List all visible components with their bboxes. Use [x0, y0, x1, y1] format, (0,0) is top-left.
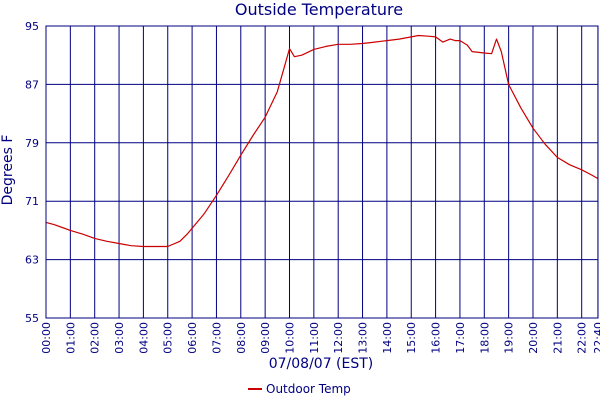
- x-tick-label: 15:00: [405, 322, 418, 354]
- y-tick-label: 55: [25, 312, 39, 325]
- x-tick-label: 17:00: [454, 322, 467, 354]
- x-tick-label: 14:00: [381, 322, 394, 354]
- x-tick-label: 16:00: [430, 322, 443, 354]
- x-tick-label: 18:00: [478, 322, 491, 354]
- x-tick-label: 19:00: [503, 322, 516, 354]
- x-tick-label: 09:00: [259, 322, 272, 354]
- legend-swatch-outdoor-temp: [248, 388, 262, 390]
- x-tick-label: 22:40: [592, 322, 600, 354]
- x-tick-label: 05:00: [162, 322, 175, 354]
- y-tick-label: 95: [25, 20, 39, 33]
- plot-border: [45, 25, 599, 319]
- y-tick-label: 63: [25, 254, 39, 267]
- x-tick-label: 02:00: [89, 322, 102, 354]
- x-tick-label: 21:00: [551, 322, 564, 354]
- series-line-outdoor-temp: [45, 34, 599, 248]
- y-tick-label: 87: [25, 78, 39, 91]
- y-tick-label: 71: [25, 195, 39, 208]
- x-tick-label: 11:00: [308, 322, 321, 354]
- chart-title: Outside Temperature: [234, 0, 404, 19]
- x-tick-label: 00:00: [40, 322, 53, 354]
- x-axis-label: 07/08/07 (EST): [268, 356, 374, 372]
- x-tick-label: 03:00: [113, 322, 126, 354]
- x-tick-label: 22:00: [576, 322, 589, 354]
- x-tick-label: 10:00: [283, 322, 296, 354]
- x-tick-label: 20:00: [527, 322, 540, 354]
- x-tick-label: 04:00: [137, 322, 150, 354]
- x-tick-label: 06:00: [186, 322, 199, 354]
- y-tick-label: 79: [25, 137, 39, 150]
- x-tick-label: 07:00: [210, 322, 223, 354]
- x-tick-label: 12:00: [332, 322, 345, 354]
- x-tick-label: 01:00: [64, 322, 77, 354]
- x-tick-label: 13:00: [357, 322, 370, 354]
- legend-label-outdoor-temp: Outdoor Temp: [266, 382, 351, 396]
- x-tick-label: 08:00: [235, 322, 248, 354]
- legend: Outdoor Temp: [248, 382, 351, 396]
